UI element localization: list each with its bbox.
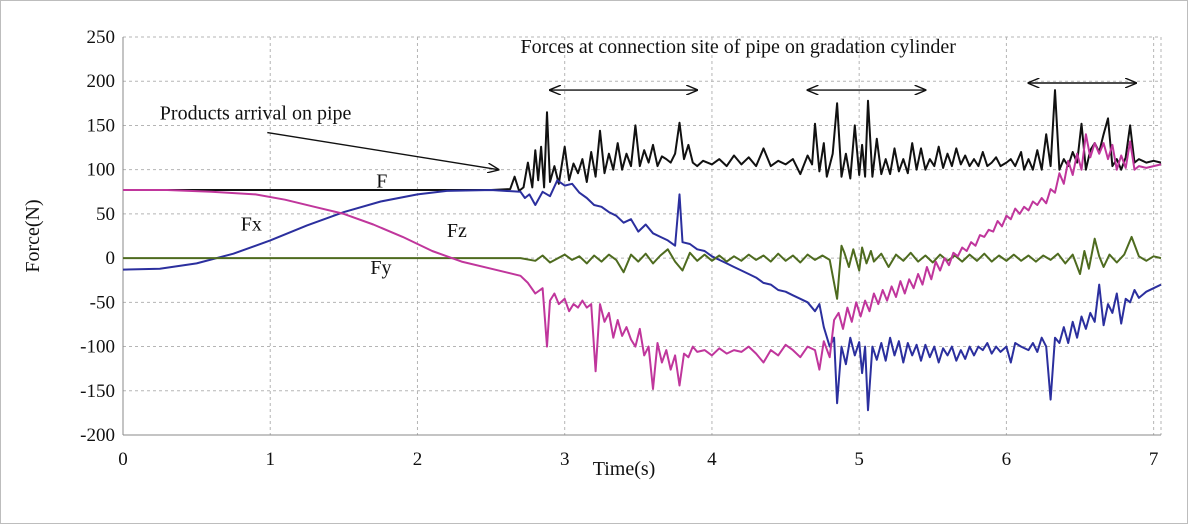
connection-forces-annotation: Forces at connection site of pipe on gra… bbox=[521, 36, 957, 58]
y-tick-label: 250 bbox=[87, 27, 116, 48]
grid bbox=[122, 36, 1162, 436]
series-fy-line bbox=[123, 235, 1162, 300]
series-fz-line bbox=[123, 133, 1162, 390]
chart-text: Force(N) Time(s) -200-150-100-5005010015… bbox=[22, 27, 1158, 480]
y-tick-label: -200 bbox=[80, 425, 115, 446]
annotation-arrows bbox=[267, 83, 1136, 170]
x-tick-label: 6 bbox=[1002, 449, 1012, 470]
y-tick-label: 200 bbox=[87, 71, 116, 92]
y-tick-label: 100 bbox=[87, 160, 116, 181]
x-tick-label: 7 bbox=[1149, 449, 1159, 470]
series-lines bbox=[122, 89, 1162, 412]
x-axis-label: Time(s) bbox=[593, 458, 656, 480]
x-tick-label: 4 bbox=[707, 449, 717, 470]
y-tick-label: -150 bbox=[80, 381, 115, 402]
products-arrival-annotation: Products arrival on pipe bbox=[160, 102, 352, 124]
y-tick-label: -50 bbox=[90, 292, 115, 313]
axes bbox=[122, 37, 1161, 436]
y-axis-label: Force(N) bbox=[22, 199, 44, 272]
series-label-fz: Fz bbox=[447, 220, 467, 242]
y-tick-label: 50 bbox=[96, 204, 115, 225]
x-tick-label: 0 bbox=[118, 449, 128, 470]
x-tick-label: 2 bbox=[413, 449, 423, 470]
series-f-line bbox=[123, 89, 1162, 192]
y-tick-label: -100 bbox=[80, 337, 115, 358]
y-tick-label: 150 bbox=[87, 115, 116, 136]
series-label-fx: Fx bbox=[241, 214, 262, 236]
x-tick-label: 1 bbox=[265, 449, 275, 470]
series-fx-line bbox=[122, 179, 1162, 412]
x-tick-label: 5 bbox=[854, 449, 864, 470]
x-tick-label: 3 bbox=[560, 449, 570, 470]
series-label-fy: Fy bbox=[370, 257, 391, 279]
series-label-f: F bbox=[376, 170, 387, 192]
pointer-arrow bbox=[267, 131, 498, 170]
y-tick-label: 0 bbox=[106, 248, 116, 269]
